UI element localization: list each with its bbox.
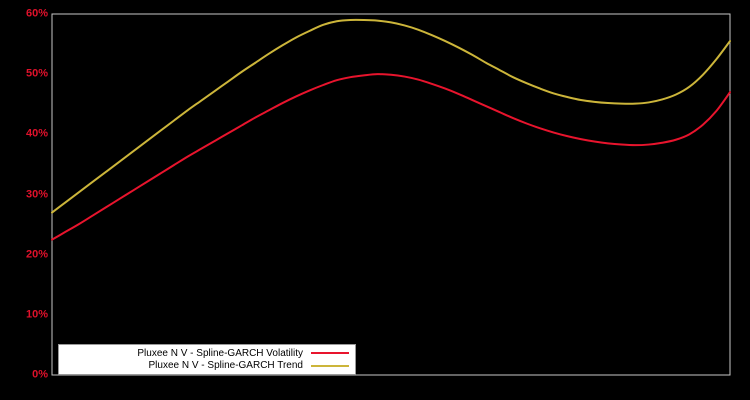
legend-item[interactable]: Pluxee N V - Spline-GARCH Trend	[65, 360, 349, 373]
legend-color-swatch	[311, 352, 349, 355]
y-axis-tick-label: 0%	[32, 368, 48, 381]
legend-color-swatch	[311, 364, 349, 367]
y-axis-tick-labels: 0% 10% 20% 30% 40% 50% 60%	[0, 0, 48, 400]
series-layer	[51, 18, 731, 241]
series-line	[51, 73, 731, 241]
y-axis-tick-label: 30%	[25, 188, 48, 200]
y-axis-tick-label: 60%	[25, 7, 48, 20]
y-axis-tick-label: 50%	[25, 67, 48, 80]
series-line	[51, 18, 731, 214]
legend-item-label: Pluxee N V - Spline-GARCH Trend	[148, 360, 303, 372]
legend-item[interactable]: Pluxee N V - Spline-GARCH Volatility	[65, 347, 349, 360]
y-axis-tick-label: 40%	[25, 127, 48, 140]
plot-frame	[51, 13, 731, 376]
y-axis-tick-label: 10%	[25, 308, 48, 321]
chart-legend: Pluxee N V - Spline-GARCH Volatility Plux…	[58, 344, 356, 375]
legend-item-label: Pluxee N V - Spline-GARCH Volatility	[137, 347, 303, 359]
y-axis-tick-label: 20%	[25, 248, 48, 261]
